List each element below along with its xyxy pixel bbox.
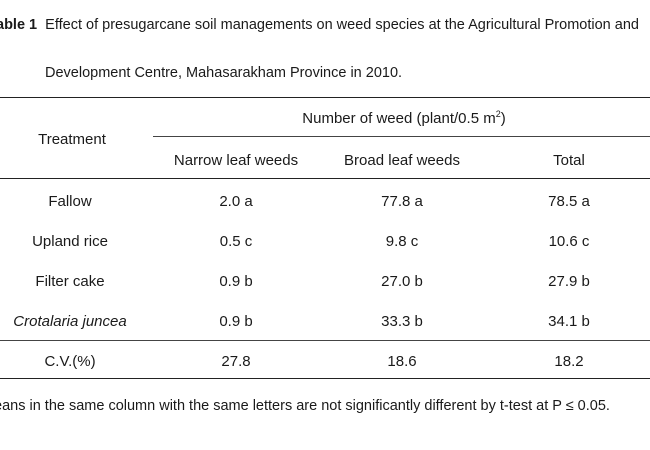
group-rule <box>153 136 650 137</box>
row-treatment: Filter cake <box>35 273 105 290</box>
row-broad: 33.3 b <box>381 313 423 330</box>
row-total: 10.6 c <box>548 233 590 250</box>
row-broad: 18.6 <box>387 353 417 370</box>
row-total: 78.5 a <box>548 193 590 210</box>
header-narrow: Narrow leaf weeds <box>173 152 299 169</box>
row-treatment: Fallow <box>48 193 92 210</box>
row-treatment: C.V.(%) <box>44 353 96 370</box>
row-total: 27.9 b <box>548 273 590 290</box>
row-narrow: 0.9 b <box>219 273 253 290</box>
row-narrow: 2.0 a <box>219 193 253 210</box>
header-rule <box>0 178 650 179</box>
header-group: Number of weed (plant/0.5 m2) <box>302 109 506 127</box>
row-treatment: Crotalaria juncea <box>13 313 127 330</box>
row-narrow: 0.9 b <box>219 313 253 330</box>
cv-rule <box>0 340 650 341</box>
caption-text-line2: Development Centre, Mahasarakham Provinc… <box>45 65 403 81</box>
row-broad: 9.8 c <box>385 233 419 250</box>
row-total: 18.2 <box>554 353 584 370</box>
row-narrow: 0.5 c <box>219 233 253 250</box>
row-treatment: Upland rice <box>32 233 108 250</box>
top-rule <box>0 97 650 98</box>
row-broad: 27.0 b <box>381 273 423 290</box>
caption-text: Effect of presugarcane soil managements … <box>45 17 639 33</box>
table-footnote: eans in the same column with the same le… <box>0 398 610 414</box>
row-broad: 77.8 a <box>381 193 423 210</box>
bottom-rule <box>0 378 650 379</box>
row-total: 34.1 b <box>548 313 590 330</box>
header-total: Total <box>553 152 585 169</box>
header-broad: Broad leaf weeds <box>344 152 460 169</box>
table-label: able 1 <box>0 17 38 33</box>
row-narrow: 27.8 <box>221 353 251 370</box>
header-treatment: Treatment <box>38 131 106 148</box>
